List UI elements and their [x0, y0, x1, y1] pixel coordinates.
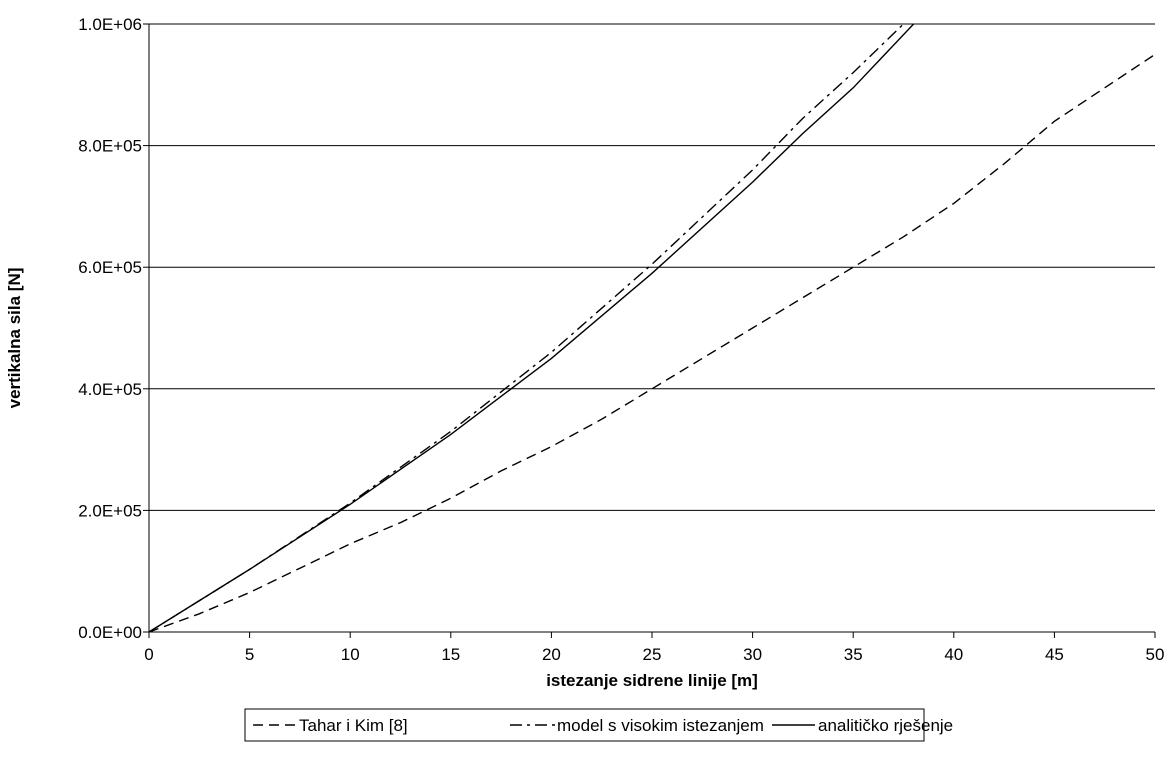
legend: Tahar i Kim [8] model s visokim istezanje… — [244, 708, 953, 742]
x-tick-label-2: 10 — [341, 645, 360, 664]
x-tick-label-4: 20 — [542, 645, 561, 664]
y-tick-label-4: 8.0E+05 — [78, 137, 142, 156]
x-axis-title: istezanje sidrene linije [m] — [546, 671, 758, 690]
x-tick-label-5: 25 — [643, 645, 662, 664]
y-tick-label-2: 4.0E+05 — [78, 380, 142, 399]
legend-label-1: model s visokim istezanjem — [557, 716, 764, 735]
y-tick-label-0: 0.0E+00 — [78, 623, 142, 642]
x-tick-label-1: 5 — [245, 645, 254, 664]
legend-label-2: analitičko rješenje — [818, 716, 953, 735]
legend-label-0: Tahar i Kim [8] — [299, 716, 408, 735]
x-tick-label-9: 45 — [1045, 645, 1064, 664]
x-tick-label-8: 40 — [944, 645, 963, 664]
x-tick-label-0: 0 — [144, 645, 153, 664]
series-lines — [149, 24, 1155, 632]
y-tick-label-3: 6.0E+05 — [78, 258, 142, 277]
x-tick-label-7: 35 — [844, 645, 863, 664]
x-tick-label-6: 30 — [743, 645, 762, 664]
y-tick-label-1: 2.0E+05 — [78, 501, 142, 520]
gridlines — [149, 23, 1155, 511]
series-line-0 — [149, 53, 1155, 632]
series-line-2 — [149, 24, 915, 632]
x-tick-label-3: 15 — [441, 645, 460, 664]
axes — [143, 23, 1156, 638]
y-axis-title: vertikalna sila [N] — [5, 268, 24, 409]
tick-labels: 0 5 10 15 20 25 30 35 40 45 50 0.0E+00 2.0E+05 4.0E+0… — [78, 15, 1164, 664]
x-tick-label-10: 50 — [1146, 645, 1165, 664]
series-line-1 — [149, 24, 904, 632]
y-tick-label-5: 1.0E+06 — [78, 15, 142, 34]
